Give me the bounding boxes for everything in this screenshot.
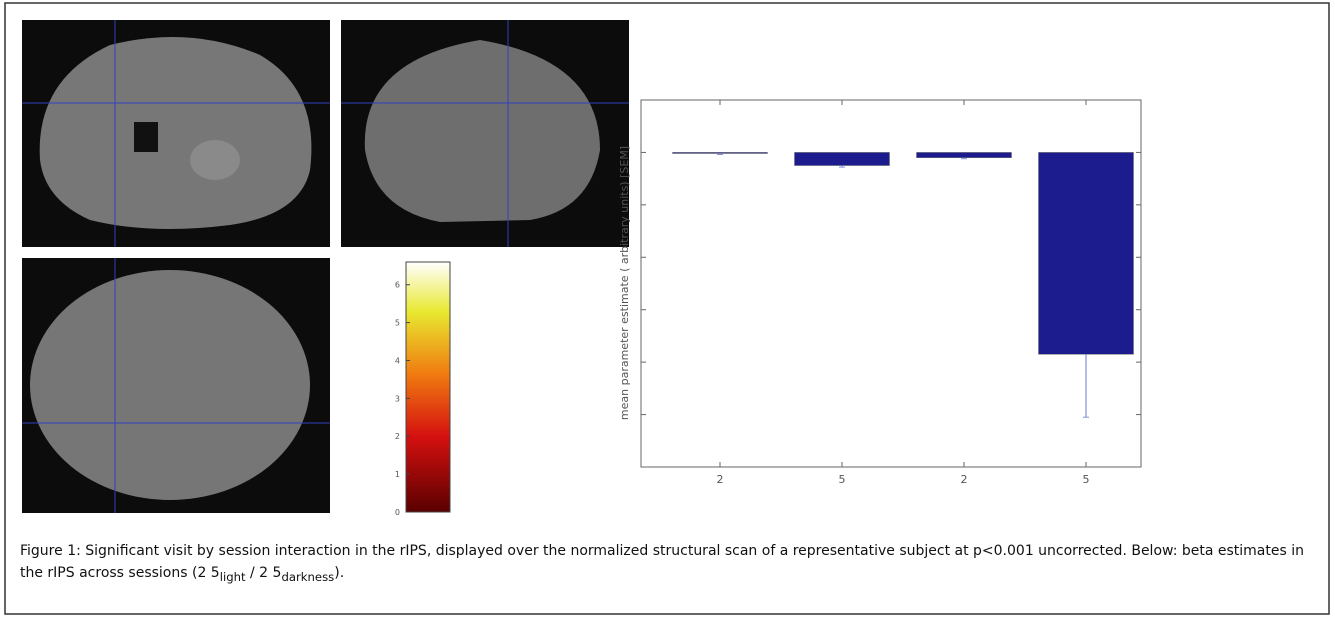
- colorbar-tick-label: 6: [395, 281, 400, 290]
- x-tick-label: 5: [1083, 473, 1090, 486]
- colorbar: 0 1 2 3 4 5 6: [395, 261, 451, 517]
- colorbar-fill: [405, 261, 451, 513]
- x-tick-label: 5: [839, 473, 846, 486]
- bar: [672, 152, 768, 154]
- brain-coronal: [341, 20, 629, 247]
- caption-sub: darkness: [281, 569, 335, 584]
- x-tick-label: 2: [717, 473, 724, 486]
- colorbar-tick-label: 1: [395, 470, 400, 479]
- bar: [916, 152, 1012, 158]
- colorbar-tick-label: 2: [395, 432, 400, 441]
- figure-border: [4, 2, 1330, 615]
- x-tick-label: 2: [961, 473, 968, 486]
- colorbar-tick-label: 3: [395, 394, 400, 403]
- colorbar-tick-label: 0: [395, 508, 400, 517]
- colorbar-tick-label: 5: [395, 319, 400, 328]
- caption-sub: light: [219, 569, 246, 584]
- caption-text: ).: [334, 565, 345, 581]
- brain-axial: [22, 258, 330, 513]
- y-axis-label: mean parameter estimate ( arbitrary unit…: [618, 146, 631, 420]
- brain-sagittal: [22, 20, 330, 247]
- bar: [1038, 152, 1134, 355]
- caption-text: Figure 1: Significant visit by session i…: [20, 543, 1304, 581]
- bar-plot: mean parameter estimate ( arbitrary unit…: [618, 99, 1142, 486]
- bar: [794, 152, 890, 166]
- colorbar-tick-label: 4: [395, 356, 400, 365]
- caption-text: / 2 5: [245, 565, 282, 581]
- caption: Figure 1: Significant visit by session i…: [20, 540, 1320, 588]
